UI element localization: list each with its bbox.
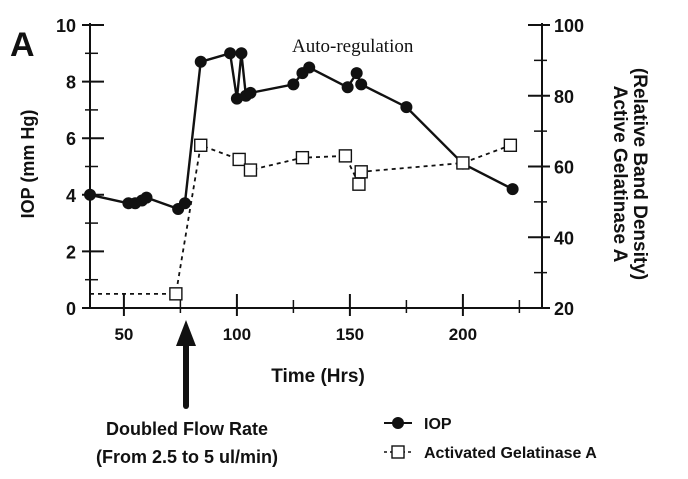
y2-tick-label: 40: [554, 228, 574, 248]
gelatinase-point: [194, 138, 208, 152]
series-gelatinase: [90, 138, 518, 301]
legend: IOP Activated Gelatinase A: [384, 416, 597, 462]
series-layer: [84, 47, 519, 301]
gelatinase-point: [338, 149, 353, 163]
iop-point: [194, 55, 207, 68]
legend-gelatinase-marker: [391, 445, 405, 459]
iop-point: [178, 197, 191, 210]
iop-point: [350, 67, 363, 80]
callout-layer: [176, 320, 196, 409]
text-layer: A Auto-regulation Time (Hrs) IOP (mm Hg)…: [10, 26, 650, 467]
iop-point: [287, 78, 300, 91]
iop-point: [224, 47, 237, 60]
callout-arrow-head: [176, 320, 196, 346]
y2-tick-label: 60: [554, 158, 574, 178]
y-tick-label: 10: [56, 16, 76, 36]
iop-point: [341, 81, 354, 94]
axes-layer: 0 2 4 6 8 10 20 40 60 80 100 50 100 150 200: [56, 16, 584, 344]
series-iop: [84, 47, 519, 215]
callout-text-line1: Doubled Flow Rate: [106, 419, 268, 439]
y-tick-label: 8: [66, 73, 76, 93]
annotation-auto-regulation: Auto-regulation: [292, 36, 414, 57]
gelatinase-point: [352, 177, 366, 191]
iop-point: [230, 92, 243, 105]
x-tick-label: 200: [449, 325, 477, 344]
y-tick-label: 6: [66, 129, 76, 149]
gelatinase-point: [243, 163, 258, 177]
x-tick-label: 100: [223, 325, 251, 344]
iop-point: [84, 188, 96, 201]
y2-tick-label: 80: [554, 87, 574, 107]
gelatinase-point: [503, 138, 518, 152]
x-axis-label: Time (Hrs): [271, 366, 365, 387]
legend-iop-marker: [392, 417, 404, 429]
y-tick-label: 4: [66, 186, 76, 206]
y2-axis-label-line2: (Relative Band Density): [629, 68, 650, 280]
gelatinase-point: [232, 152, 246, 167]
legend-gelatinase-label: Activated Gelatinase A: [424, 445, 597, 462]
gelatinase-point: [354, 165, 368, 179]
iop-point: [303, 61, 316, 74]
gelatinase-point: [456, 156, 470, 170]
panel-label: A: [10, 26, 35, 64]
iop-point: [506, 183, 519, 196]
y-tick-label: 2: [66, 242, 76, 262]
y-axis-label: IOP (mm Hg): [18, 110, 38, 219]
x-tick-label: 50: [114, 325, 133, 344]
x-tick-label: 150: [336, 325, 364, 344]
iop-point: [355, 78, 368, 91]
callout-text-line2: (From 2.5 to 5 ul/min): [96, 447, 278, 467]
gelatinase-line: [90, 144, 511, 295]
iop-point: [400, 101, 413, 114]
y2-tick-label: 20: [554, 299, 574, 319]
iop-point: [235, 47, 248, 60]
y2-axis-label-line1: Active Gelatinase A: [609, 86, 630, 263]
y2-tick-label: 100: [554, 16, 584, 36]
gelatinase-point: [169, 287, 183, 301]
legend-iop-label: IOP: [424, 416, 452, 433]
y-tick-label: 0: [66, 299, 76, 319]
iop-point: [244, 86, 257, 99]
gelatinase-point: [295, 150, 310, 165]
iop-point: [140, 191, 153, 204]
